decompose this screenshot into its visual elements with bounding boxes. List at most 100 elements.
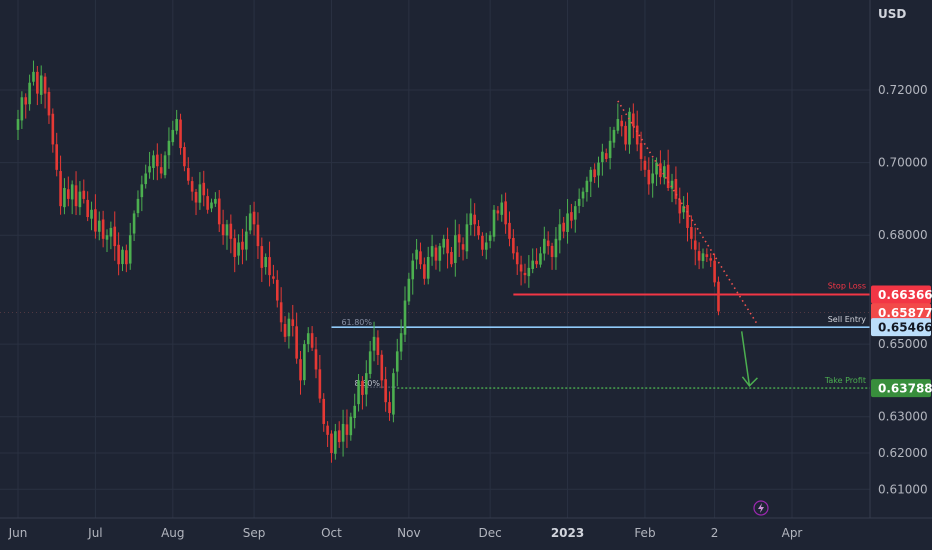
candle [70, 180, 74, 215]
current-price-tag: 0.65877 [878, 306, 932, 320]
candle-body [198, 184, 202, 203]
candle [268, 241, 271, 287]
candle-body [577, 198, 581, 206]
candle-body [152, 155, 155, 168]
candle [612, 126, 616, 148]
candle [341, 409, 345, 457]
candle-body [442, 238, 445, 248]
candle-body [186, 168, 190, 181]
candle [109, 221, 113, 250]
candle-body [717, 281, 720, 312]
candle [670, 173, 674, 203]
candle-body [709, 258, 713, 261]
candle-body [233, 238, 237, 257]
candle [585, 176, 589, 202]
take-profit-label: Take Profit [824, 376, 866, 385]
fib-61-label: 61.80% [341, 318, 372, 327]
candle-body [113, 226, 117, 247]
candle-body [310, 333, 314, 348]
candle-body [183, 147, 186, 167]
candle-body [334, 431, 337, 454]
candle [597, 156, 600, 188]
y-tick-label: 0.68000 [878, 228, 928, 242]
candle [229, 214, 233, 254]
candle [310, 326, 314, 351]
candle-body [175, 119, 178, 131]
replay-icon[interactable] [753, 500, 769, 516]
candle [535, 248, 538, 268]
candle [32, 60, 35, 86]
candle [624, 121, 627, 151]
candle [504, 192, 507, 234]
candle [515, 246, 519, 275]
candle [450, 246, 453, 268]
candle-body [395, 351, 399, 372]
candle [125, 244, 128, 273]
candle [241, 228, 244, 265]
candle [74, 171, 78, 216]
candle-body [97, 220, 101, 232]
candle [245, 216, 248, 261]
candle [140, 175, 144, 212]
candle-body [457, 234, 461, 243]
candle-body [670, 180, 674, 189]
candle [144, 164, 148, 189]
candle [55, 132, 58, 177]
candle-body [628, 111, 631, 145]
arrow-shaft [740, 331, 751, 386]
candle-body [214, 198, 217, 204]
candle [20, 91, 24, 129]
candle-body [612, 129, 616, 143]
candle [546, 231, 550, 255]
candle [330, 430, 333, 463]
candle-body [713, 260, 716, 283]
candle [709, 253, 713, 268]
candle-body [51, 113, 55, 145]
candle [566, 199, 569, 244]
candle-body [337, 430, 341, 443]
candle-body [635, 125, 639, 145]
candle-body [469, 213, 473, 226]
candle [674, 166, 678, 205]
candle [179, 113, 182, 155]
candle-body [74, 185, 78, 207]
candle-body [477, 226, 480, 236]
candle [512, 229, 515, 260]
candle-body [306, 333, 310, 345]
candle-body [655, 162, 658, 175]
candle [353, 393, 356, 429]
candle [589, 166, 593, 198]
candle [608, 126, 612, 170]
candle-body [508, 222, 511, 239]
candle-body [260, 246, 264, 268]
candle-body [132, 213, 136, 234]
candle-body [701, 253, 705, 262]
candle-body [682, 206, 685, 213]
candle [39, 65, 43, 104]
candle [484, 232, 488, 260]
candle-body [24, 97, 28, 105]
candle [233, 229, 237, 273]
candle-body [63, 188, 66, 208]
candle-body [573, 206, 577, 220]
candle [152, 150, 155, 180]
candle-body [314, 349, 318, 370]
candle-body [268, 257, 271, 276]
candle-body [190, 181, 194, 192]
candle [295, 312, 298, 364]
candle-body [67, 189, 70, 199]
candle [113, 211, 117, 261]
candle-body [678, 199, 682, 214]
candle-body [194, 191, 198, 203]
candle-body [43, 76, 47, 94]
candle-body [279, 302, 283, 323]
candle-body [484, 242, 488, 250]
price-axis-panel[interactable] [870, 0, 932, 550]
x-tick-label: Dec [479, 526, 502, 540]
candle [210, 198, 213, 213]
candle [94, 194, 97, 239]
time-axis-panel[interactable] [0, 518, 932, 550]
